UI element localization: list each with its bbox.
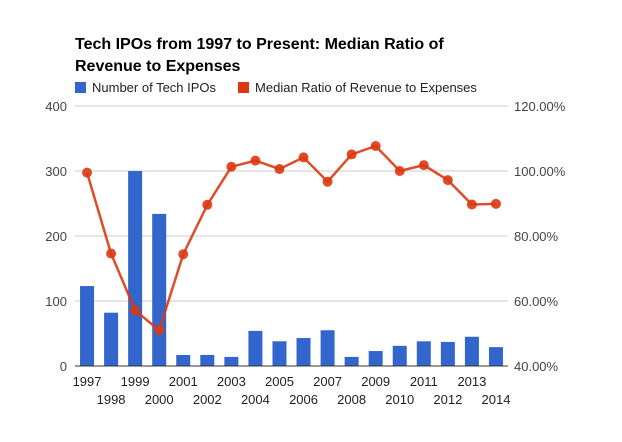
ratio-point [370,140,381,151]
x-tick-label: 2006 [289,392,318,407]
legend-swatch [75,82,86,93]
ratio-point [82,167,93,178]
chart-title: Tech IPOs from 1997 to Present: Median R… [75,36,444,75]
ratio-point [130,305,141,316]
left-tick-label: 300 [45,164,67,179]
x-tick-label: 2002 [193,392,222,407]
ratio-point [490,198,501,209]
bar [416,341,431,366]
x-tick-label: 2010 [385,392,414,407]
ratio-point [442,175,453,186]
right-tick-label: 40.00% [514,359,559,374]
left-tick-label: 0 [60,359,67,374]
bar [320,330,335,366]
x-tick-label: 2004 [241,392,270,407]
x-tick-label: 1998 [97,392,126,407]
x-tick-label: 2007 [313,374,342,389]
left-tick-label: 200 [45,229,67,244]
x-tick-label: 2013 [457,374,486,389]
bar [200,354,215,366]
bar [440,341,455,366]
ratio-point [202,199,213,210]
ratio-line [85,144,497,333]
legend-item-ratio[interactable]: Median Ratio of Revenue to Expenses [238,80,477,95]
legend-item-ipos[interactable]: Number of Tech IPOs [75,80,216,95]
x-tick-label: 1997 [73,374,102,389]
bar [152,213,167,366]
right-tick-label: 100.00% [514,164,566,179]
bar [464,336,479,366]
ratio-point [298,152,309,163]
x-tick-label: 2012 [433,392,462,407]
left-tick-label: 400 [45,99,67,114]
bar [272,341,287,366]
left-tick-label: 100 [45,294,67,309]
x-tick-label: 2014 [482,392,511,407]
bar [248,330,263,366]
x-tick-label: 2000 [145,392,174,407]
x-tick-label: 2008 [337,392,366,407]
bar [80,286,95,366]
legend: Number of Tech IPOs Median Ratio of Reve… [75,80,477,95]
ratio-point [154,325,165,336]
legend-label: Median Ratio of Revenue to Expenses [255,80,477,95]
x-tick-label: 1999 [121,374,150,389]
right-tick-label: 60.00% [514,294,559,309]
ratio-point [346,149,357,160]
legend-label: Number of Tech IPOs [92,80,217,95]
ratio-point [394,166,405,176]
x-tick-label: 2005 [265,374,294,389]
ratio-point [178,249,189,260]
legend-swatch [238,82,250,93]
bar [104,312,119,366]
ratio-point [226,161,237,172]
x-tick-label: 2009 [361,374,390,389]
bar [344,356,359,366]
bar [224,356,239,366]
bar [368,351,383,366]
x-tick-label: 2001 [169,374,198,389]
right-tick-label: 120.00% [514,99,566,114]
right-tick-label: 80.00% [514,229,559,244]
ratio-point [418,160,429,171]
ratio-point [106,248,117,259]
ratio-point [250,155,261,166]
x-tick-label: 2003 [217,374,246,389]
x-tick-label: 2011 [410,374,438,389]
ratio-point [274,164,285,175]
bar [176,354,191,366]
bar [128,171,143,366]
bar [296,338,311,366]
ratio-point [322,176,333,187]
ratio-point [466,199,477,210]
bar [488,347,503,366]
bar [392,345,407,366]
